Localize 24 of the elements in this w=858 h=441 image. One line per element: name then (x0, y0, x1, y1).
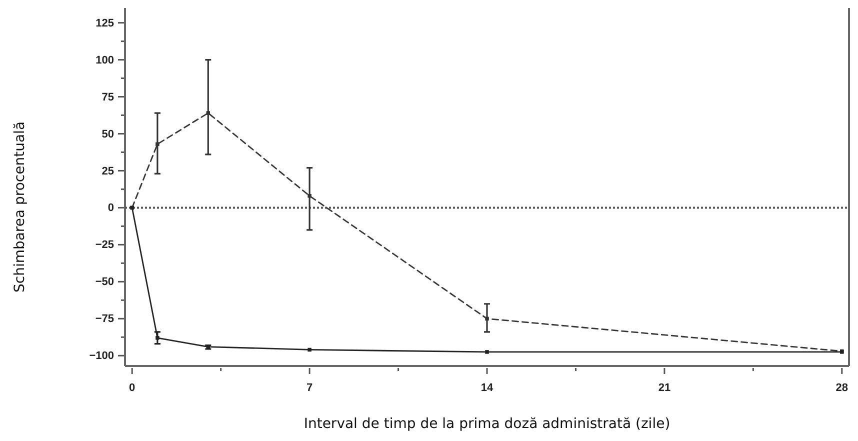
x-tick-label: 14 (480, 382, 494, 394)
point (308, 194, 312, 198)
y-tick-label: −25 (95, 239, 114, 252)
y-axis-title: Schimbarea procentuală (12, 121, 28, 293)
y-tick-label: 25 (102, 165, 114, 178)
x-axis-title: Interval de timp de la prima doză administrată (zile) (304, 416, 670, 432)
point (485, 350, 489, 354)
y-tick-label: 125 (96, 17, 114, 30)
y-tick-label: −100 (89, 350, 114, 362)
point (206, 111, 210, 115)
y-tick-label: 100 (96, 54, 114, 66)
x-tick-label: 7 (306, 382, 313, 394)
point (156, 142, 160, 146)
point (156, 336, 160, 340)
y-tick-label: 0 (108, 202, 114, 214)
point (485, 316, 489, 321)
y-tick-label: −75 (95, 313, 114, 326)
y-tick-label: 75 (102, 91, 114, 104)
point (308, 348, 312, 352)
y-tick-label: 50 (102, 128, 114, 140)
x-tick-label: 21 (658, 382, 671, 394)
x-tick-label: 28 (836, 382, 848, 394)
x-tick-label: 0 (129, 382, 136, 394)
y-tick-label: −50 (95, 276, 114, 288)
